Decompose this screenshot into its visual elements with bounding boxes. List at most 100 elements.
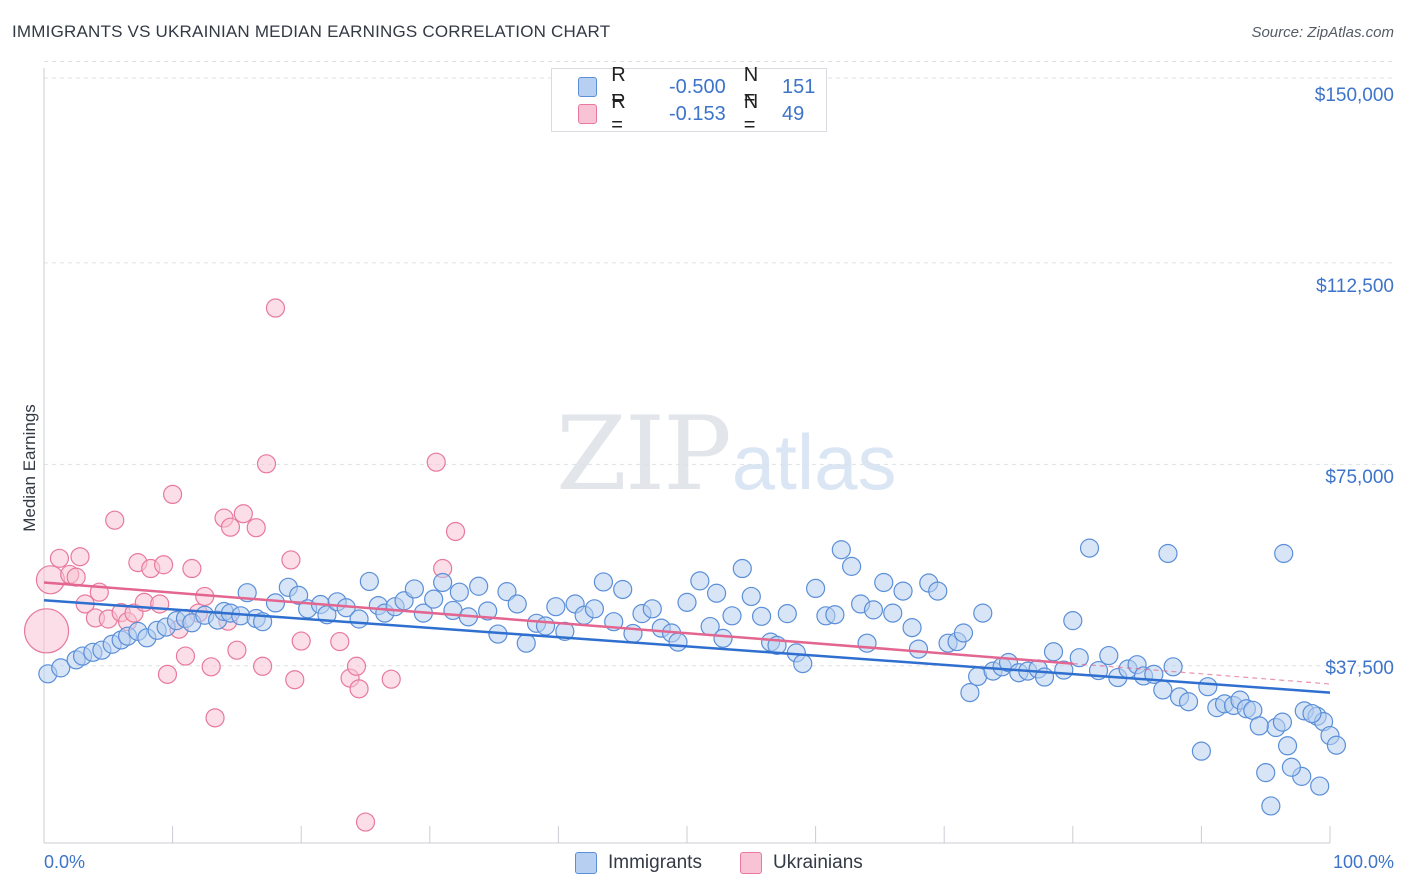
x-tick-label-max: 100.0%	[1332, 852, 1394, 872]
legend-r-value: -0.153	[668, 102, 726, 125]
immigrants-point	[825, 605, 845, 625]
immigrants-point	[584, 599, 605, 619]
immigrants-point	[1326, 735, 1347, 755]
immigrants-point	[593, 572, 614, 592]
chart-title: IMMIGRANTS VS UKRAINIAN MEDIAN EARNINGS …	[12, 22, 611, 41]
ukrainians-point	[256, 454, 277, 474]
immigrants-point	[51, 658, 71, 678]
immigrants-point	[668, 632, 688, 652]
legend-label-immigrants: Immigrants	[608, 852, 702, 873]
immigrants-point	[1277, 736, 1298, 756]
correlation-legend: R = -0.500 N = 151 R = -0.153 N = 49	[551, 64, 827, 136]
immigrants-point	[507, 594, 527, 614]
ukrainians-point	[157, 664, 178, 684]
immigrants-point	[842, 556, 862, 576]
ukrainians-point	[205, 708, 225, 728]
immigrants-point	[805, 578, 826, 599]
immigrants-point	[349, 609, 369, 629]
ukrainians-point	[175, 646, 196, 666]
immigrants-point	[863, 600, 884, 620]
immigrants-point	[722, 606, 742, 626]
ukrainians-point	[105, 510, 125, 530]
legend-swatch-ukrainians	[740, 852, 762, 874]
immigrants-point	[677, 592, 697, 612]
ukrainians-point	[233, 504, 253, 524]
immigrants-point	[690, 571, 710, 591]
immigrants-point	[1153, 680, 1173, 700]
y-axis-label: Median Earnings	[20, 404, 39, 532]
immigrants-point	[1261, 796, 1281, 816]
immigrants-point	[857, 633, 877, 653]
legend-label-ukrainians: Ukrainians	[773, 852, 863, 873]
immigrants-point	[706, 583, 727, 603]
ukrainians-point	[23, 608, 70, 654]
y-tick-label: $37,500	[1325, 658, 1394, 679]
immigrants-point	[973, 603, 993, 623]
immigrants-point	[928, 581, 948, 601]
immigrants-point	[1249, 716, 1269, 736]
ukrainians-point	[381, 669, 401, 689]
ukrainians-point	[349, 679, 369, 699]
immigrants-point	[1310, 776, 1330, 796]
immigrants-point	[793, 654, 813, 674]
ukrainians-point	[265, 298, 286, 318]
legend-r-value: -0.500	[668, 75, 726, 98]
ukrainians-point	[355, 812, 376, 832]
immigrants-point	[516, 633, 536, 653]
immigrants-point	[265, 593, 286, 613]
immigrants-point	[893, 581, 913, 601]
legend-r-label: R =	[611, 91, 626, 136]
immigrants-point	[1191, 741, 1212, 761]
immigrants-point	[1256, 763, 1276, 783]
ukrainians-trendline-extension	[1072, 663, 1331, 685]
ukrainians-point	[445, 521, 466, 542]
immigrants-point	[908, 639, 929, 659]
y-tick-label: $75,000	[1325, 467, 1394, 488]
ukrainians-point	[220, 517, 241, 537]
immigrants-point	[874, 572, 894, 593]
legend-swatch-immigrants	[578, 77, 598, 97]
immigrants-point	[1281, 757, 1302, 777]
immigrants-point	[1302, 703, 1322, 724]
immigrants-point	[883, 603, 903, 623]
ukrainians-point	[150, 594, 170, 614]
immigrants-point	[449, 582, 469, 602]
immigrants-point	[741, 586, 761, 607]
immigrants-point	[831, 540, 851, 560]
legend-n-label: N =	[743, 91, 759, 136]
legend-n-value: 49	[782, 102, 805, 125]
immigrants-point	[1079, 538, 1100, 558]
x-tick-label-min: 0.0%	[44, 852, 86, 872]
legend-n-value: 151	[782, 75, 816, 98]
immigrants-point	[546, 597, 566, 617]
ukrainians-point	[253, 656, 273, 676]
immigrants-point	[1043, 642, 1064, 662]
immigrants-point	[497, 582, 517, 602]
immigrants-point	[960, 683, 980, 703]
legend-r-label: R =	[611, 64, 626, 109]
series-legend: Immigrants Ukrainians	[0, 852, 1406, 878]
immigrants-point	[1099, 645, 1119, 666]
ukrainians-point	[70, 547, 90, 567]
legend-item-ukrainians[interactable]: Ukrainians	[740, 852, 863, 874]
legend-row-ukrainians: R = -0.153 N = 49	[578, 91, 826, 136]
legend-swatch-immigrants	[575, 852, 597, 874]
immigrants-point	[469, 576, 489, 596]
legend-item-immigrants[interactable]: Immigrants	[575, 852, 702, 874]
ukrainians-point	[330, 631, 350, 652]
ukrainians-point	[201, 657, 221, 677]
immigrants-point	[535, 616, 556, 636]
ukrainians-point	[285, 670, 305, 690]
immigrants-point	[1158, 543, 1178, 564]
ukrainians-point	[227, 640, 247, 660]
immigrants-point	[713, 628, 733, 648]
ukrainians-point	[163, 484, 183, 505]
immigrants-point	[424, 589, 444, 609]
immigrants-point	[359, 571, 379, 592]
ukrainians-point	[153, 555, 174, 575]
immigrants-point	[1163, 657, 1183, 677]
ukrainians-point	[426, 452, 446, 472]
ukrainians-point	[246, 518, 266, 538]
ukrainians-point	[281, 550, 301, 570]
